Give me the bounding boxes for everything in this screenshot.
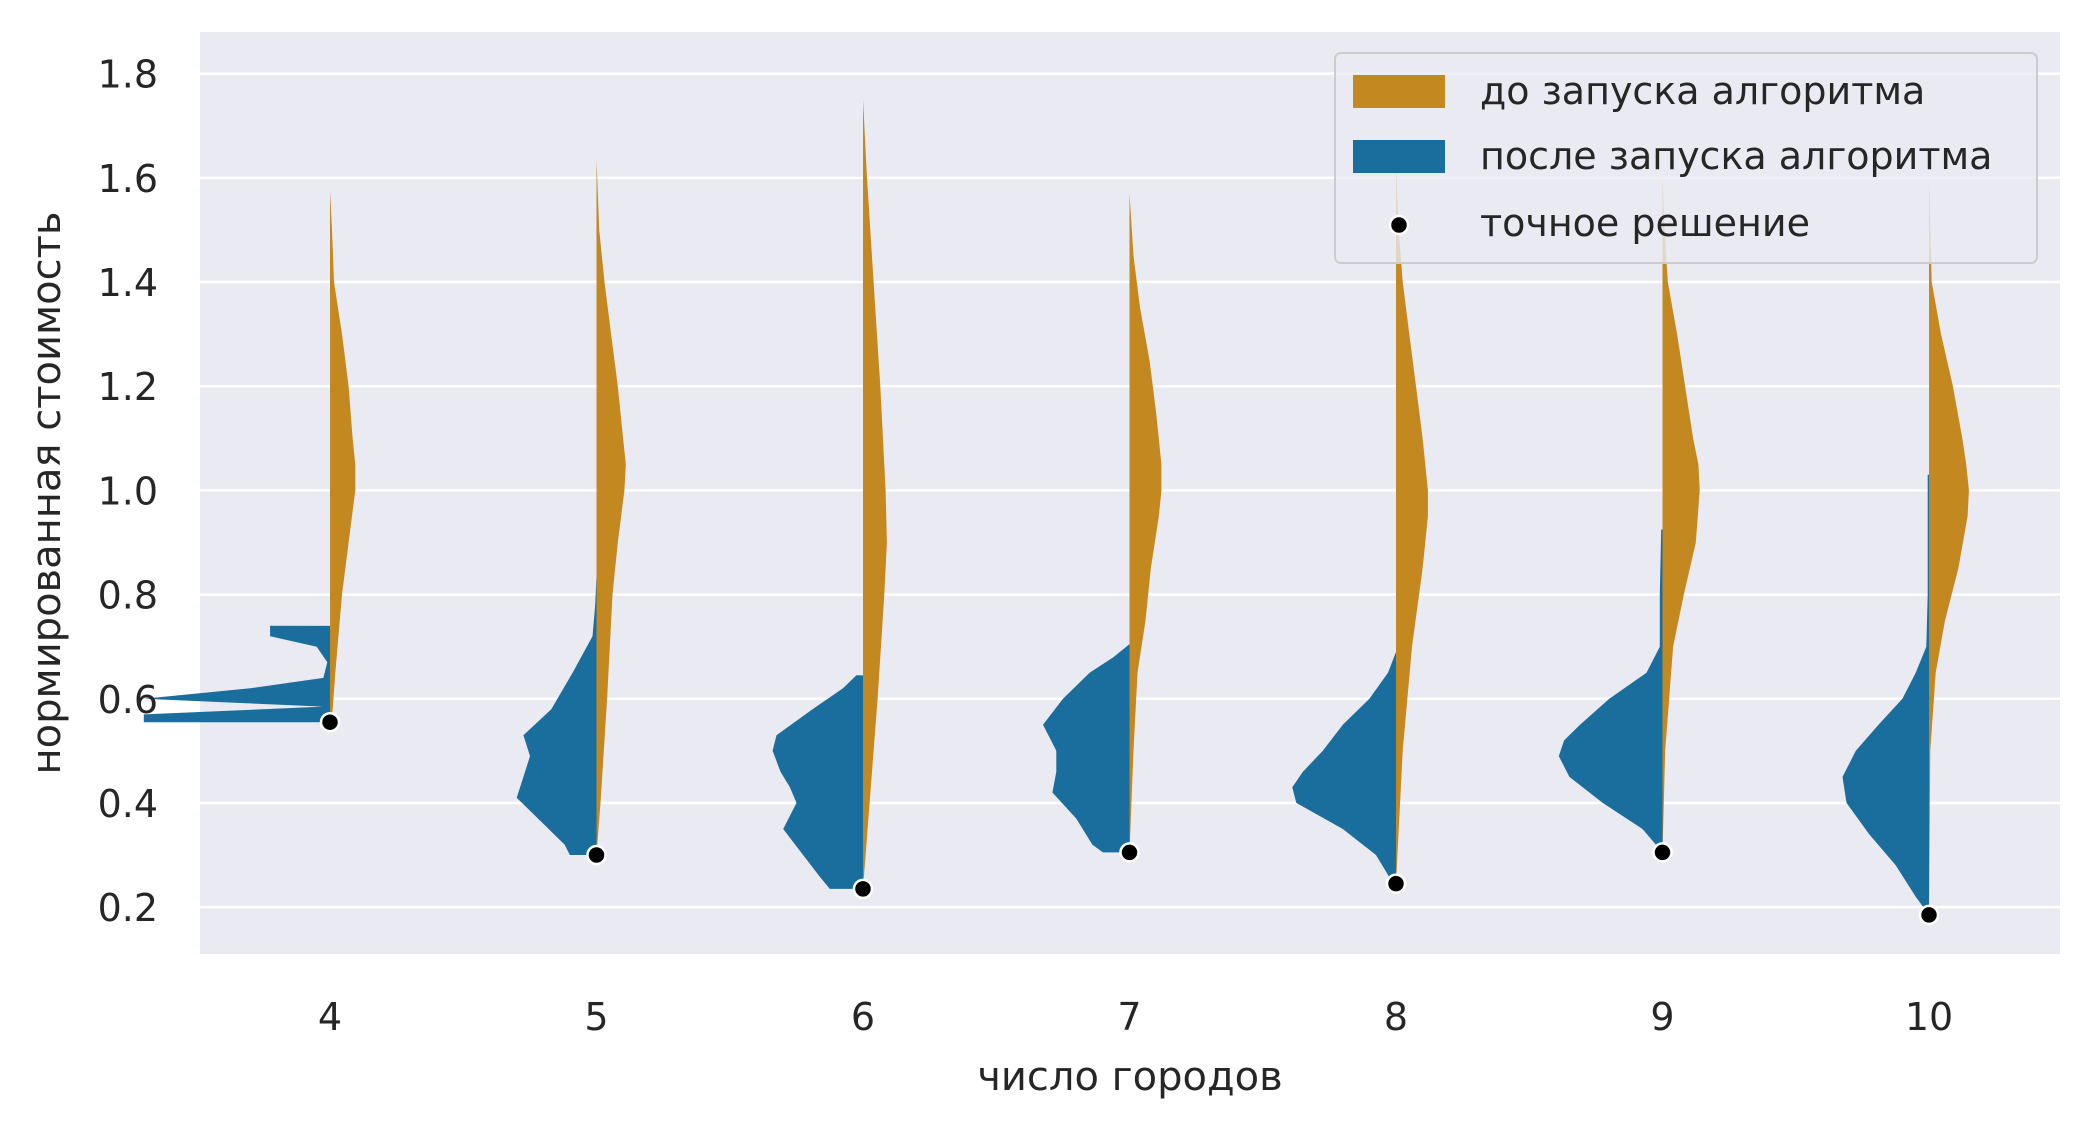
- y-tick-label: 1.8: [98, 53, 158, 97]
- x-tick-labels: 4 5 6 7 8 9 10: [318, 995, 1953, 1039]
- violin-before-7: [1129, 193, 1162, 853]
- legend-label-before: до запуска алгоритма: [1480, 69, 1925, 113]
- y-tick-label: 1.4: [98, 261, 158, 305]
- violin-before-6: [863, 99, 887, 889]
- y-tick-label: 0.8: [98, 574, 158, 618]
- violins: [143, 99, 1969, 915]
- violin-after-6: [772, 675, 863, 889]
- violin-before-10: [1929, 177, 1969, 915]
- legend-swatch-before: [1353, 75, 1445, 108]
- violin-after-4: [143, 625, 330, 723]
- violin-before-9: [1662, 177, 1700, 853]
- y-tick-label: 1.6: [98, 157, 158, 201]
- violin-after-8: [1292, 651, 1396, 884]
- violin-after-5: [516, 576, 597, 856]
- exact-solution-point-9: [1652, 842, 1673, 863]
- x-tick-label: 7: [1117, 995, 1141, 1039]
- legend-marker-exact: [1388, 214, 1410, 236]
- x-tick-label: 5: [584, 995, 608, 1039]
- violin-before-4: [330, 190, 356, 723]
- exact-solution-point-5: [586, 844, 607, 866]
- y-tick-label: 0.6: [98, 678, 158, 722]
- violin-after-7: [1043, 644, 1130, 853]
- x-axis-label: число городов: [977, 1054, 1282, 1100]
- y-tick-label: 0.2: [98, 886, 158, 930]
- violin-after-10: [1842, 474, 1929, 915]
- x-tick-label: 10: [1905, 995, 1953, 1039]
- x-tick-label: 4: [318, 995, 342, 1039]
- x-tick-label: 6: [851, 995, 875, 1039]
- exact-solution-point-10: [1918, 904, 1940, 926]
- legend: до запуска алгоритма после запуска алгор…: [1334, 52, 2038, 264]
- y-tick-label: 0.4: [98, 782, 158, 826]
- legend-label-after: после запуска алгоритма: [1480, 134, 1992, 178]
- exact-solution-point-8: [1385, 873, 1407, 894]
- legend-swatch-after: [1353, 140, 1445, 173]
- legend-frame: [1334, 52, 2038, 264]
- exact-solution-point-4: [319, 711, 341, 733]
- y-tick-labels: 0.2 0.4 0.6 0.8 1.0 1.2 1.4 1.6 1.8: [98, 53, 158, 930]
- x-tick-label: 9: [1650, 995, 1674, 1039]
- y-tick-label: 1.2: [98, 365, 158, 409]
- y-tick-label: 1.0: [98, 469, 158, 513]
- violin-before-8: [1396, 167, 1428, 884]
- violin-after-9: [1558, 529, 1663, 853]
- y-axis-label: нормированная стоимость: [24, 211, 70, 774]
- legend-label-exact: точное решение: [1480, 201, 1810, 245]
- exact-solution-points: [319, 711, 1940, 926]
- exact-solution-point-6: [852, 878, 874, 900]
- violin-before-5: [596, 159, 626, 856]
- x-tick-label: 8: [1384, 995, 1408, 1039]
- exact-solution-point-7: [1119, 842, 1140, 863]
